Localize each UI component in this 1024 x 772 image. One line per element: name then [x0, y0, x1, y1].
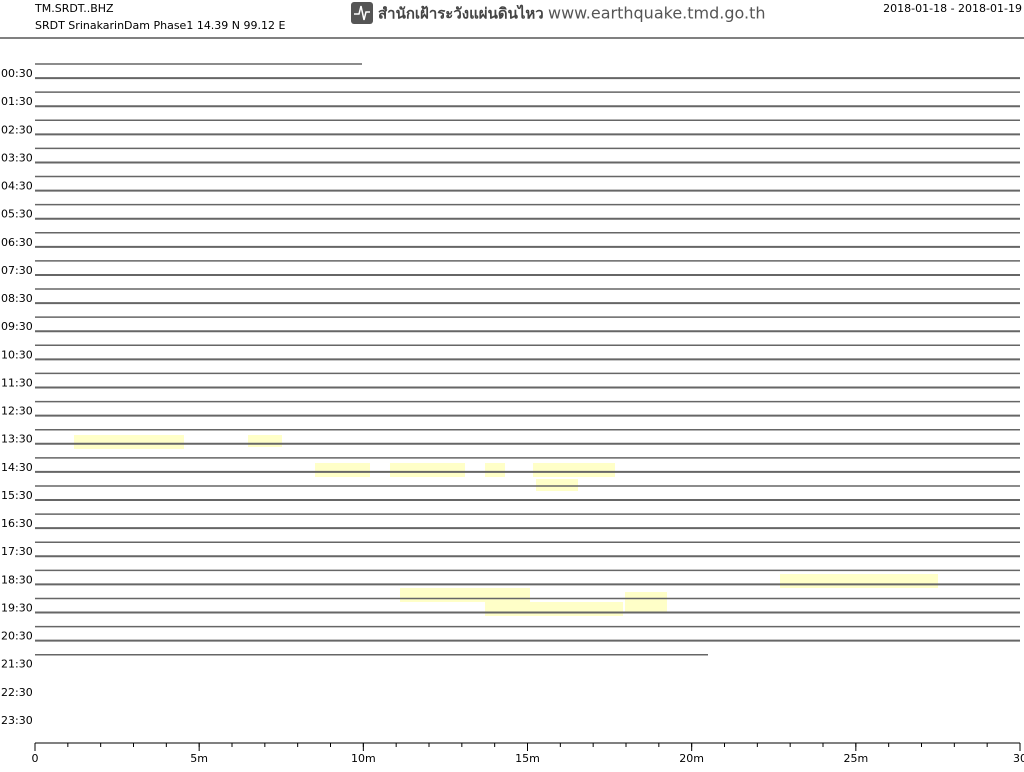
row-label: 07:30 — [1, 264, 33, 277]
row-label: 03:30 — [1, 151, 33, 164]
row-label: 17:30 — [1, 545, 33, 558]
row-label: 14:30 — [1, 461, 33, 474]
x-tick-label: 0 — [32, 752, 39, 765]
row-label: 21:30 — [1, 658, 33, 671]
row-label: 15:30 — [1, 489, 33, 502]
row-label: 01:30 — [1, 95, 33, 108]
row-label: 08:30 — [1, 292, 33, 305]
row-label: 11:30 — [1, 376, 33, 389]
row-label: 00:30 — [1, 67, 33, 80]
x-tick-label: 15m — [515, 752, 540, 765]
row-label: 02:30 — [1, 123, 33, 136]
row-label: 22:30 — [1, 686, 33, 699]
logo-mark — [354, 5, 370, 21]
agency: สำนักเฝ้าระวังแผ่นดินไหว — [378, 4, 544, 23]
row-label: 06:30 — [1, 236, 33, 249]
x-tick-label: 10m — [351, 752, 376, 765]
row-label: 05:30 — [1, 208, 33, 221]
row-label: 12:30 — [1, 405, 33, 418]
date-range: 2018-01-18 - 2018-01-19 — [883, 2, 1022, 15]
description: SRDT SrinakarinDam Phase1 14.39 N 99.12 … — [35, 19, 286, 32]
highlights — [74, 435, 938, 616]
x-tick-label: 25m — [843, 752, 868, 765]
row-label: 04:30 — [1, 180, 33, 193]
x-tick-label: 30 — [1013, 752, 1024, 765]
row-label: 10:30 — [1, 348, 33, 361]
row-label: 18:30 — [1, 573, 33, 586]
row-label: 23:30 — [1, 714, 33, 727]
row-label: 19:30 — [1, 601, 33, 614]
row-label: 16:30 — [1, 517, 33, 530]
station: TM.SRDT..BHZ — [34, 2, 114, 15]
x-tick-label: 20m — [679, 752, 704, 765]
row-label: 09:30 — [1, 320, 33, 333]
row-label: 13:30 — [1, 433, 33, 446]
x-tick-label: 5m — [190, 752, 208, 765]
row-label: 20:30 — [1, 630, 33, 643]
website: www.earthquake.tmd.go.th — [548, 4, 766, 23]
